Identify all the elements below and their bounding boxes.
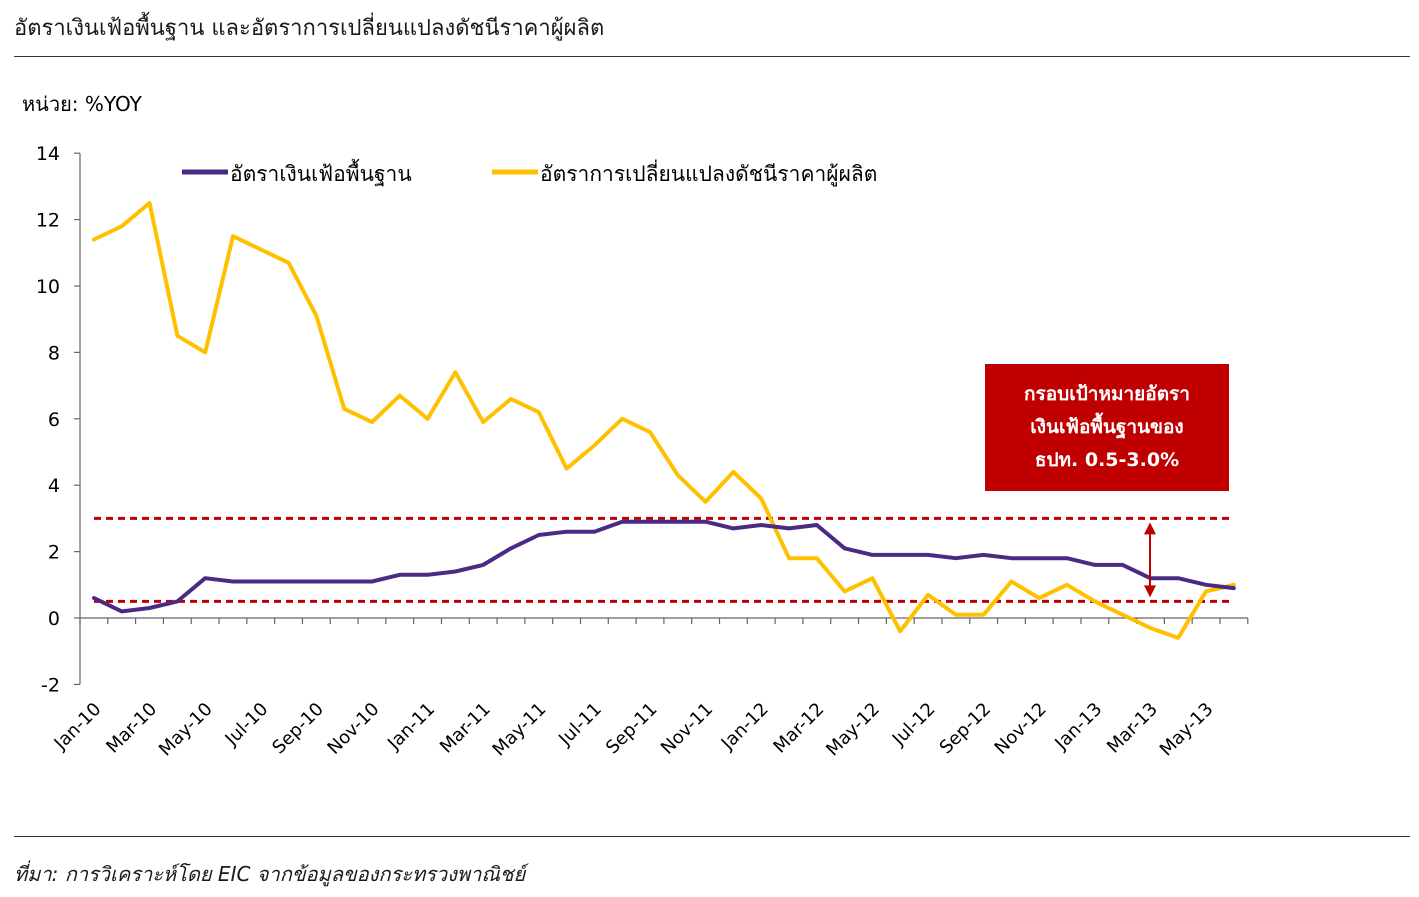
x-tick-label: Mar-11 xyxy=(436,699,495,758)
x-tick-label: Jan-11 xyxy=(383,699,439,755)
y-tick-label: 6 xyxy=(48,409,60,431)
x-tick-label: Sep-12 xyxy=(936,699,996,759)
x-tick-label: Jan-10 xyxy=(50,699,106,755)
series-lines xyxy=(92,201,1236,640)
core-inflation-line xyxy=(92,519,1236,614)
x-tick-label: Jul-12 xyxy=(888,699,940,751)
x-tick-label: Jul-10 xyxy=(221,699,273,751)
ppi-change-line xyxy=(92,201,1236,640)
x-tick-label: Mar-13 xyxy=(1103,699,1162,758)
x-tick-label: Nov-11 xyxy=(657,699,717,759)
y-tick-label: 12 xyxy=(36,210,60,232)
target-annotation-line-3: ธปท. 0.5-3.0% xyxy=(1034,449,1180,471)
target-annotation-box: กรอบเป้าหมายอัตรา เงินเฟ้อพื้นฐานของ ธปท… xyxy=(985,364,1229,491)
bottom-divider xyxy=(14,836,1410,837)
x-tick-label: May-10 xyxy=(155,699,217,761)
unit-label: หน่วย: %YOY xyxy=(22,92,142,116)
x-tick-label: Jan-12 xyxy=(717,699,773,755)
x-tick-label: Sep-11 xyxy=(602,699,662,759)
legend-label: อัตราเงินเฟ้อพื้นฐาน xyxy=(230,159,412,186)
chart-legend: อัตราเงินเฟ้อพื้นฐาน อัตราการเปลี่ยนแปลงด… xyxy=(182,159,877,187)
y-tick-label: 10 xyxy=(36,276,60,298)
top-divider xyxy=(14,56,1410,57)
arrow-head-up xyxy=(1144,522,1156,535)
x-tick-label: May-13 xyxy=(1156,699,1218,761)
target-annotation-line-1: กรอบเป้าหมายอัตรา xyxy=(1024,383,1190,405)
y-tick-label: 4 xyxy=(48,475,60,497)
x-tick-label: Nov-12 xyxy=(991,699,1051,759)
legend-label: อัตราการเปลี่ยนแปลงดัชนีราคาผู้ผลิต xyxy=(540,159,877,187)
page-title: อัตราเงินเฟ้อพื้นฐาน และอัตราการเปลี่ยนแ… xyxy=(14,16,605,41)
x-tick-label: May-11 xyxy=(489,699,551,761)
y-tick-label: 14 xyxy=(36,143,60,165)
y-tick-label: 8 xyxy=(48,342,60,364)
x-tick-label: Mar-10 xyxy=(102,699,161,758)
x-tick-label: Jan-13 xyxy=(1050,699,1106,755)
x-tick-label: Nov-10 xyxy=(323,699,383,759)
y-tick-label: 2 xyxy=(48,542,60,564)
x-tick-label: May-12 xyxy=(822,699,884,761)
arrow-head-down xyxy=(1144,585,1156,598)
x-tick-label: Mar-12 xyxy=(769,699,828,758)
target-band-lines xyxy=(94,516,1230,603)
x-tick-label: Sep-10 xyxy=(268,699,328,759)
target-range-arrow xyxy=(1144,522,1156,598)
source-note: ที่มา: การวิเคราะห์โดย EIC จากข้อมูลของก… xyxy=(14,862,526,886)
y-tick-label: 0 xyxy=(48,608,60,630)
y-tick-label: -2 xyxy=(41,674,60,696)
target-annotation-line-2: เงินเฟ้อพื้นฐานของ xyxy=(1030,416,1184,438)
x-tick-label: Jul-11 xyxy=(554,699,606,751)
